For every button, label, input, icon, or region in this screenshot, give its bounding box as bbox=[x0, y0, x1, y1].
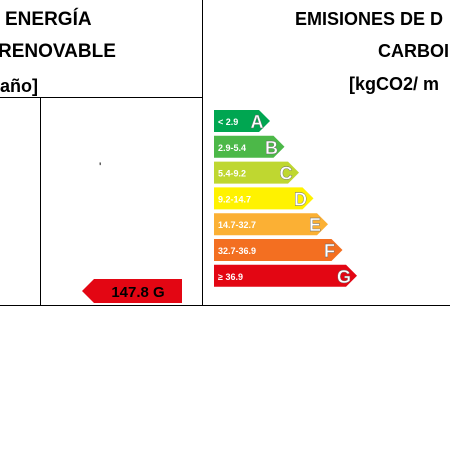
scale-bar-e bbox=[214, 213, 328, 236]
scale-range-label: 32.7-36.9 bbox=[218, 246, 256, 256]
scale-row-g: ≥ 36.9 G bbox=[214, 264, 357, 287]
right-header-line2: CARBOI bbox=[378, 41, 449, 61]
left-header-line1: ENERGÍA bbox=[5, 9, 92, 30]
header-divider bbox=[0, 97, 202, 98]
scale-letter: E bbox=[309, 215, 321, 235]
scale-row-f: 32.7-36.9 F bbox=[214, 239, 343, 261]
table-bottom-border bbox=[0, 305, 450, 306]
scale-row-a: < 2.9 A bbox=[214, 110, 270, 132]
scale-row-d: 9.2-14.7 D bbox=[214, 187, 314, 210]
current-rating-label: 147.8 G bbox=[111, 284, 164, 301]
current-rating-arrow: 147.8 G bbox=[82, 279, 182, 303]
scale-row-e: 14.7-32.7 E bbox=[214, 213, 328, 235]
scale-bar-a bbox=[214, 110, 270, 132]
right-header-line3: [kgCO2/ m bbox=[349, 74, 440, 94]
scale-range-label: < 2.9 bbox=[218, 117, 238, 127]
scale-range-label: 2.9-5.4 bbox=[218, 143, 246, 153]
scale-row-c: 5.4-9.2 C bbox=[214, 161, 299, 184]
tick-mark: ' bbox=[99, 160, 102, 174]
emissions-scale: < 2.9 A 2.9-5.4 B 5.4-9.2 C 9.2-14.7 D 14.7-32.7… bbox=[214, 110, 357, 287]
scale-letter: B bbox=[265, 138, 278, 158]
scale-letter: F bbox=[324, 241, 335, 261]
scale-range-label: 5.4-9.2 bbox=[218, 169, 246, 179]
scale-letter: D bbox=[294, 189, 307, 209]
table-border-vertical-2 bbox=[202, 0, 203, 305]
left-header-line2: RENOVABLE bbox=[0, 41, 116, 62]
scale-letter: A bbox=[251, 112, 264, 132]
scale-bar-d bbox=[214, 187, 314, 210]
scale-range-label: 9.2-14.7 bbox=[218, 194, 251, 204]
table-border-vertical-1 bbox=[40, 97, 41, 305]
scale-range-label: ≥ 36.9 bbox=[218, 272, 243, 282]
left-header-line3: año] bbox=[0, 76, 38, 96]
current-rating-arrow-shape bbox=[82, 279, 182, 303]
scale-bar-g bbox=[214, 264, 357, 287]
scale-bar-c bbox=[214, 161, 299, 184]
scale-bar-f bbox=[214, 239, 343, 261]
scale-letter: G bbox=[337, 267, 351, 287]
scale-bar-b bbox=[214, 135, 285, 158]
scale-letter: C bbox=[280, 164, 293, 184]
scale-range-label: 14.7-32.7 bbox=[218, 220, 256, 230]
right-header-line1: EMISIONES DE D bbox=[295, 9, 444, 29]
scale-row-b: 2.9-5.4 B bbox=[214, 135, 285, 158]
